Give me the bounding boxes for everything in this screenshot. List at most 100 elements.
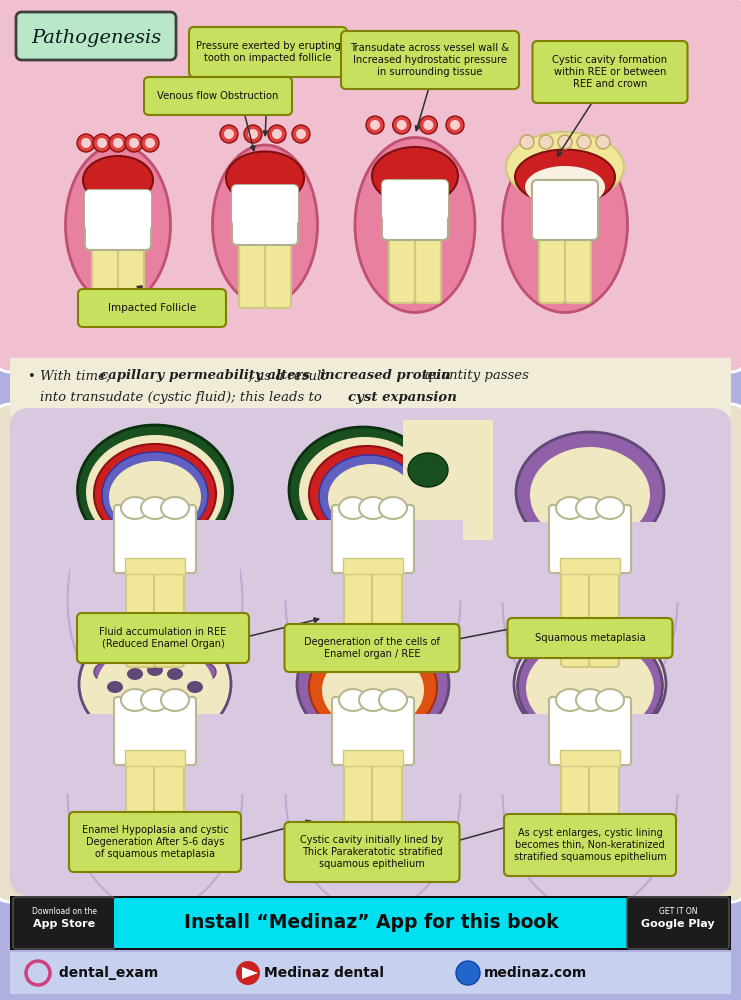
FancyBboxPatch shape bbox=[565, 223, 591, 303]
FancyBboxPatch shape bbox=[344, 564, 374, 667]
FancyBboxPatch shape bbox=[0, 0, 741, 372]
FancyBboxPatch shape bbox=[85, 190, 151, 250]
FancyBboxPatch shape bbox=[0, 404, 741, 902]
Text: capillary permeability alters: capillary permeability alters bbox=[100, 369, 310, 382]
Circle shape bbox=[596, 135, 610, 149]
Ellipse shape bbox=[194, 663, 216, 681]
Ellipse shape bbox=[226, 151, 304, 205]
Ellipse shape bbox=[141, 689, 169, 711]
Text: cyst expansion: cyst expansion bbox=[348, 391, 457, 404]
Text: Transudate across vessel wall &
Increased hydrostatic pressure
in surrounding ti: Transudate across vessel wall & Increase… bbox=[350, 43, 510, 77]
FancyBboxPatch shape bbox=[154, 564, 184, 667]
Circle shape bbox=[446, 116, 464, 134]
FancyBboxPatch shape bbox=[69, 812, 241, 872]
Polygon shape bbox=[242, 967, 258, 979]
Circle shape bbox=[113, 138, 123, 148]
Ellipse shape bbox=[319, 455, 419, 537]
FancyBboxPatch shape bbox=[285, 822, 459, 882]
Ellipse shape bbox=[408, 453, 448, 487]
Ellipse shape bbox=[556, 689, 584, 711]
FancyBboxPatch shape bbox=[283, 714, 463, 794]
Circle shape bbox=[268, 125, 286, 143]
Ellipse shape bbox=[299, 437, 431, 547]
FancyBboxPatch shape bbox=[10, 952, 731, 994]
Circle shape bbox=[224, 129, 234, 139]
Text: Fluid accumulation in REE
(Reduced Enamel Organ): Fluid accumulation in REE (Reduced Ename… bbox=[99, 627, 227, 649]
Ellipse shape bbox=[355, 137, 475, 312]
Text: quantity passes: quantity passes bbox=[420, 369, 529, 382]
Circle shape bbox=[456, 961, 480, 985]
Ellipse shape bbox=[309, 636, 437, 738]
Text: , as a result: , as a result bbox=[248, 369, 331, 382]
FancyBboxPatch shape bbox=[549, 697, 631, 765]
Ellipse shape bbox=[107, 681, 123, 693]
FancyBboxPatch shape bbox=[500, 714, 680, 794]
Text: .: . bbox=[438, 391, 442, 404]
Ellipse shape bbox=[102, 452, 208, 538]
FancyBboxPatch shape bbox=[343, 558, 403, 574]
Circle shape bbox=[419, 116, 437, 134]
Ellipse shape bbox=[121, 689, 149, 711]
FancyBboxPatch shape bbox=[70, 520, 240, 600]
Ellipse shape bbox=[502, 480, 677, 720]
FancyBboxPatch shape bbox=[382, 180, 448, 240]
Circle shape bbox=[450, 120, 460, 130]
Ellipse shape bbox=[297, 622, 449, 746]
Text: into transudate (cystic fluid); this leads to: into transudate (cystic fluid); this lea… bbox=[40, 391, 326, 404]
Ellipse shape bbox=[556, 497, 584, 519]
Ellipse shape bbox=[515, 149, 615, 205]
Text: Pathogenesis: Pathogenesis bbox=[31, 29, 161, 47]
FancyBboxPatch shape bbox=[232, 185, 298, 245]
Ellipse shape bbox=[530, 447, 650, 543]
Text: dental_exam: dental_exam bbox=[54, 966, 159, 980]
Ellipse shape bbox=[65, 145, 170, 305]
FancyBboxPatch shape bbox=[589, 564, 619, 667]
Text: Pressure exerted by erupting
tooth on impacted follicle: Pressure exerted by erupting tooth on im… bbox=[196, 41, 340, 63]
FancyBboxPatch shape bbox=[561, 756, 591, 859]
Ellipse shape bbox=[525, 166, 605, 208]
Ellipse shape bbox=[372, 147, 458, 205]
Ellipse shape bbox=[67, 672, 242, 912]
Circle shape bbox=[393, 116, 411, 134]
Circle shape bbox=[577, 135, 591, 149]
Ellipse shape bbox=[526, 640, 654, 736]
Circle shape bbox=[296, 129, 306, 139]
Ellipse shape bbox=[124, 673, 146, 691]
Text: GET IT ON: GET IT ON bbox=[659, 908, 697, 916]
Circle shape bbox=[520, 135, 534, 149]
Ellipse shape bbox=[502, 672, 677, 912]
Circle shape bbox=[272, 129, 282, 139]
Ellipse shape bbox=[339, 689, 367, 711]
FancyBboxPatch shape bbox=[504, 814, 676, 876]
Ellipse shape bbox=[127, 668, 143, 680]
FancyBboxPatch shape bbox=[382, 180, 448, 220]
Circle shape bbox=[97, 138, 107, 148]
Ellipse shape bbox=[285, 672, 460, 912]
Ellipse shape bbox=[187, 681, 203, 693]
Text: Google Play: Google Play bbox=[641, 919, 715, 929]
Circle shape bbox=[141, 134, 159, 152]
Text: Enamel Hypoplasia and cystic
Degeneration After 5-6 days
of squamous metaplasia: Enamel Hypoplasia and cystic Degeneratio… bbox=[82, 825, 228, 859]
FancyBboxPatch shape bbox=[372, 564, 402, 667]
FancyBboxPatch shape bbox=[343, 750, 403, 766]
FancyBboxPatch shape bbox=[341, 31, 519, 89]
Ellipse shape bbox=[83, 156, 153, 204]
FancyBboxPatch shape bbox=[372, 756, 402, 859]
FancyBboxPatch shape bbox=[539, 223, 565, 303]
FancyBboxPatch shape bbox=[126, 564, 156, 667]
Ellipse shape bbox=[164, 673, 186, 691]
Text: Cystic cavity formation
within REE or between
REE and crown: Cystic cavity formation within REE or be… bbox=[553, 55, 668, 89]
Circle shape bbox=[109, 134, 127, 152]
Circle shape bbox=[77, 134, 95, 152]
FancyBboxPatch shape bbox=[283, 520, 463, 600]
FancyBboxPatch shape bbox=[77, 613, 249, 663]
Ellipse shape bbox=[596, 497, 624, 519]
Ellipse shape bbox=[322, 650, 424, 730]
FancyBboxPatch shape bbox=[532, 180, 598, 240]
Ellipse shape bbox=[516, 432, 664, 552]
FancyBboxPatch shape bbox=[92, 233, 118, 313]
Ellipse shape bbox=[94, 444, 216, 544]
Ellipse shape bbox=[161, 497, 189, 519]
Ellipse shape bbox=[328, 464, 414, 532]
FancyBboxPatch shape bbox=[403, 420, 493, 540]
